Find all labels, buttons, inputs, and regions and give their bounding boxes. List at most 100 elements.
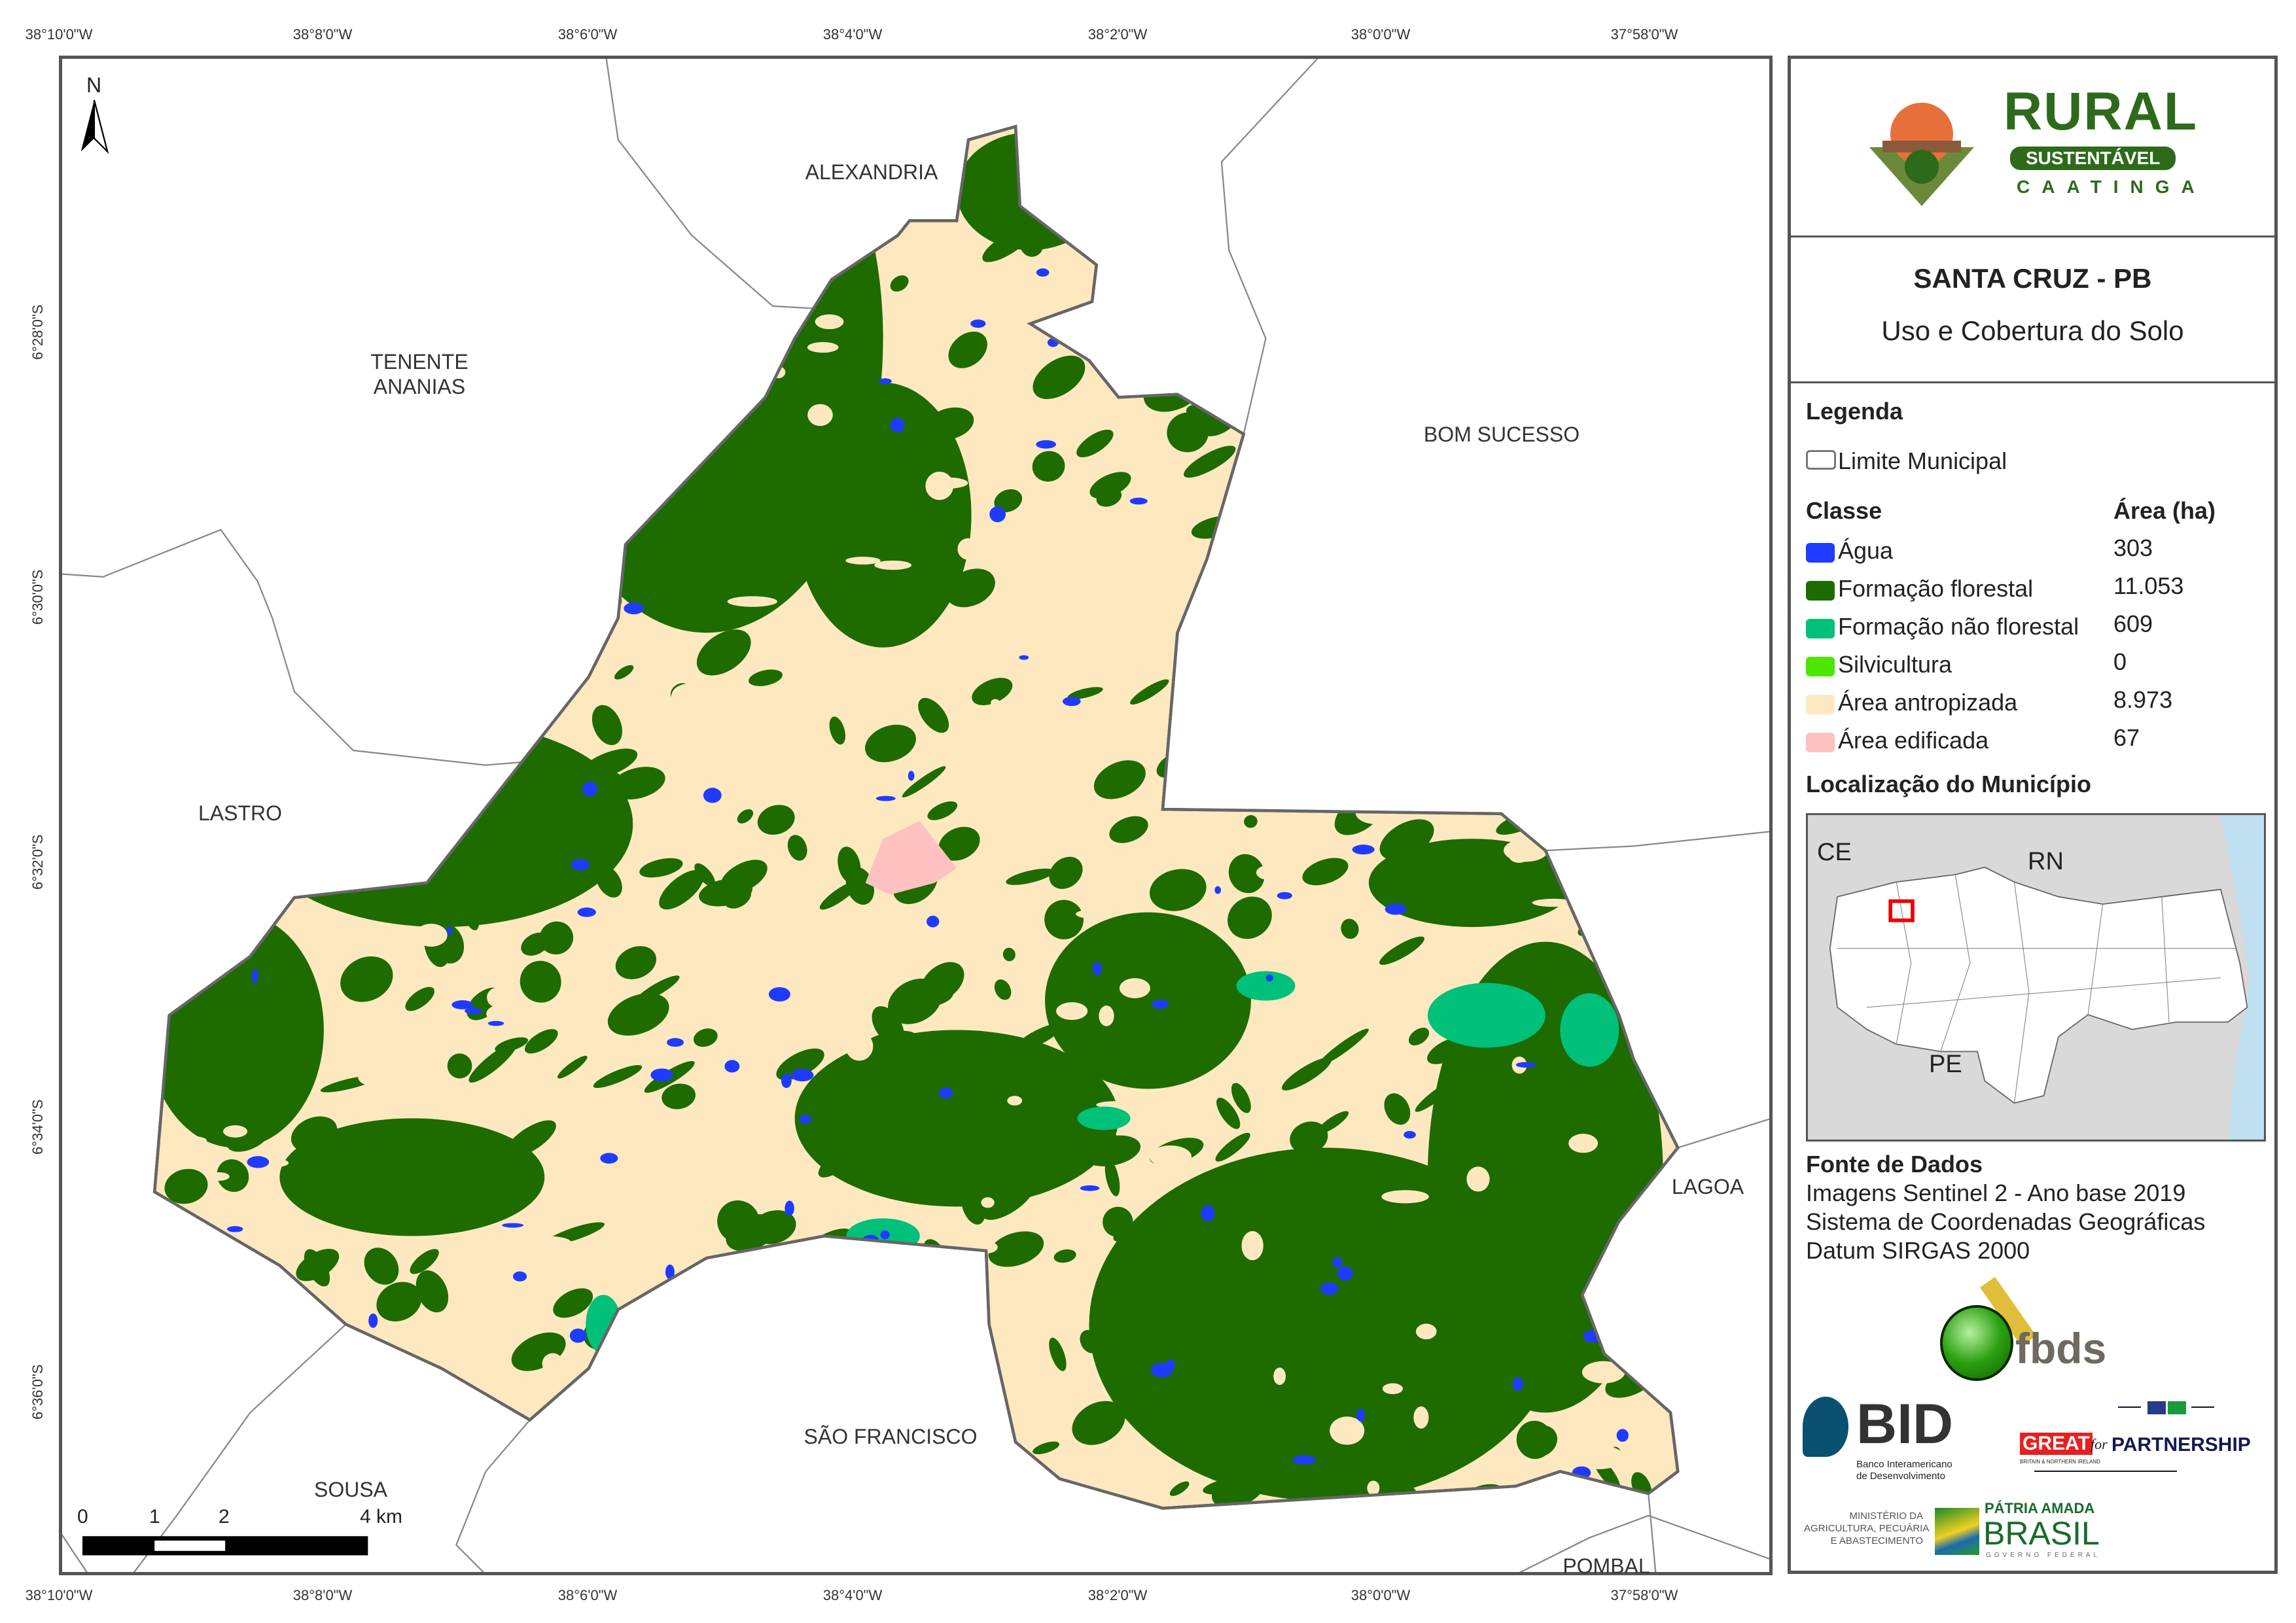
lon-tick-bottom: 38°10'0"W — [25, 1587, 93, 1603]
anthropic-patch — [810, 819, 821, 839]
forest-patch — [1424, 1321, 1482, 1350]
forest-patch — [624, 290, 657, 319]
forest-patch — [770, 230, 798, 254]
forest-patch — [273, 995, 304, 1024]
anthropic-patch — [1641, 759, 1662, 785]
forest-patch — [1169, 1481, 1190, 1496]
anthropic-patch — [1643, 366, 1669, 377]
forest-patch — [447, 1053, 472, 1079]
anthropic-patch — [603, 198, 643, 219]
forest-patch — [196, 313, 212, 328]
water-patch — [785, 1200, 794, 1216]
forest-patch — [154, 950, 171, 992]
water-patch — [1166, 1359, 1175, 1370]
forest-patch — [1398, 773, 1449, 805]
rural-logo-emblem — [1869, 103, 1974, 206]
anthropic-patch — [662, 376, 686, 391]
forest-patch — [832, 481, 889, 511]
forest-patch — [1215, 1132, 1250, 1162]
forest-patch — [410, 1249, 439, 1274]
forest-patch — [266, 703, 327, 739]
forest-patch — [1093, 760, 1146, 799]
nonforest-patch — [1077, 1106, 1131, 1130]
forest-patch — [1468, 1092, 1517, 1113]
forest-patch — [1150, 956, 1197, 1000]
anthropic-patch — [1415, 1323, 1437, 1340]
forest-patch — [328, 785, 364, 803]
forest-patch — [1180, 985, 1203, 1026]
forest-patch — [1076, 429, 1114, 458]
forest-patch — [1236, 1346, 1283, 1381]
forest-patch — [732, 137, 765, 162]
water-patch — [1514, 519, 1534, 536]
forest-patch — [794, 1030, 1119, 1207]
forest-patch — [1244, 815, 1258, 828]
forest-patch — [1228, 854, 1265, 894]
water-patch — [1619, 798, 1627, 809]
forest-patch — [154, 950, 188, 989]
water-patch — [252, 968, 258, 984]
water-patch — [890, 417, 905, 433]
anthropic-patch — [772, 1452, 819, 1471]
forest-patch — [1207, 647, 1252, 691]
forest-patch — [580, 748, 638, 780]
forest-patch — [781, 1283, 824, 1327]
anthropic-patch — [616, 366, 646, 389]
forest-patch — [461, 896, 480, 931]
lon-tick-top: 38°0'0"W — [1351, 26, 1411, 43]
anthropic-patch — [302, 636, 323, 657]
forest-patch — [948, 331, 987, 368]
water-patch — [1515, 1062, 1536, 1068]
water-patch — [1080, 1185, 1100, 1191]
forest-patch — [1078, 992, 1133, 1014]
forest-patch — [683, 281, 703, 300]
great-wordmark: GREAT — [2020, 1433, 2093, 1455]
forest-patch — [1512, 1130, 1532, 1154]
forest-patch — [1250, 126, 1282, 152]
forest-patch — [927, 801, 958, 820]
anthropic-patch — [1241, 1230, 1263, 1261]
forest-patch — [377, 1140, 406, 1168]
anthropic-patch — [874, 560, 912, 570]
nonforest-patch — [1236, 971, 1296, 1001]
forest-patch — [182, 1286, 200, 1304]
source-line: Imagens Sentinel 2 - Ano base 2019 — [1806, 1179, 2186, 1206]
forest-patch — [1369, 1270, 1385, 1287]
forest-patch — [449, 202, 481, 216]
forest-patch — [1083, 1337, 1101, 1349]
forest-patch — [1578, 908, 1617, 936]
water-patch — [768, 986, 790, 1002]
water-patch — [468, 502, 489, 510]
forest-patch — [309, 440, 340, 462]
anthropic-patch — [940, 275, 955, 304]
forest-patch — [155, 203, 188, 236]
forest-patch — [1125, 1020, 1169, 1045]
forest-patch — [1563, 1236, 1582, 1263]
forest-patch — [1614, 254, 1661, 290]
map-subtitle: Uso e Cobertura do Solo — [1881, 315, 2184, 346]
anthropic-patch — [1273, 1367, 1286, 1386]
water-patch — [1598, 697, 1612, 707]
anthropic-patch — [1385, 370, 1402, 388]
forest-patch — [1417, 617, 1434, 634]
forest-patch — [415, 425, 434, 445]
anthropic-patch — [1187, 129, 1231, 147]
anthropic-patch — [391, 1084, 430, 1104]
water-patch — [667, 1038, 684, 1047]
great-subtitle: BRITAIN & NORTHERN IRELAND — [2020, 1459, 2100, 1465]
forest-patch — [477, 493, 502, 525]
water-patch — [878, 378, 892, 384]
forest-patch — [154, 130, 168, 152]
forest-patch — [1130, 679, 1169, 705]
water-patch — [1385, 903, 1407, 915]
forest-patch — [659, 869, 704, 910]
north-arrow — [80, 99, 109, 154]
water-patch — [1152, 999, 1169, 1009]
scale-bar — [82, 1536, 368, 1556]
forest-patch — [1379, 819, 1434, 860]
forest-patch — [1191, 737, 1243, 780]
forest-patch — [1118, 1390, 1144, 1425]
forest-patch — [1453, 379, 1494, 411]
water-patch — [405, 704, 417, 709]
anthropic-patch — [203, 1325, 241, 1344]
